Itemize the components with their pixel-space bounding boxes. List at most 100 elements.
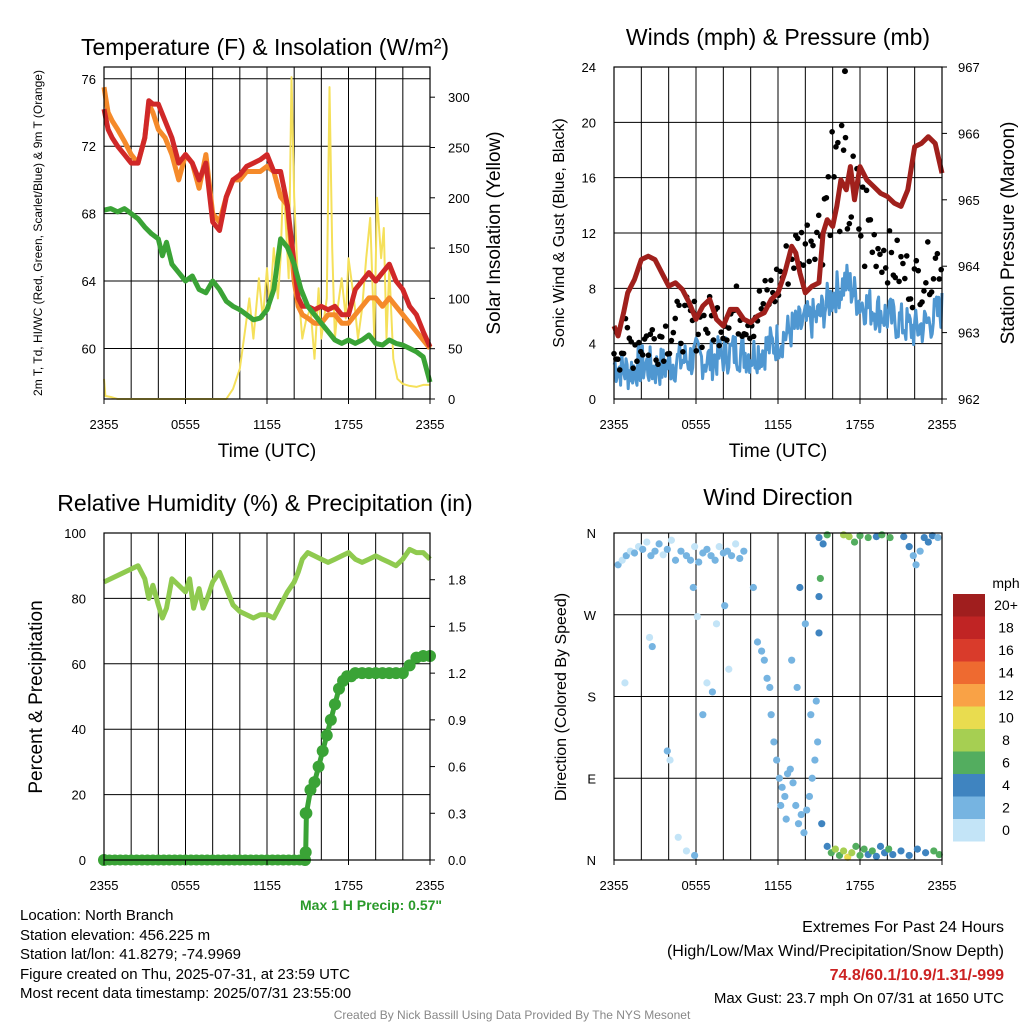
wdir-point <box>934 533 942 542</box>
extremes-values: 74.8/60.1/10.9/1.31/-999 <box>829 967 1004 984</box>
rh-ytick: 40 <box>72 722 86 737</box>
wind-ytick: 16 <box>582 171 596 186</box>
temp-xtick: 1755 <box>334 417 363 432</box>
wdir-point <box>659 551 667 559</box>
wind-gust-point <box>894 237 900 244</box>
wind-gust-point <box>930 276 937 282</box>
temp-ytick-right: 100 <box>448 291 470 306</box>
wind-ytick: 8 <box>589 281 596 296</box>
wdir-point <box>823 531 831 539</box>
wdir-colorbar-tick: 18 <box>998 620 1014 636</box>
wdir-colorbar-tick: 10 <box>998 710 1014 726</box>
wdir-point <box>663 747 671 755</box>
wind-gust-point <box>900 260 906 267</box>
wdir-point <box>814 738 822 746</box>
wdir-point <box>778 783 786 791</box>
wind-gust-point <box>636 339 642 346</box>
temp-ytick-right: 300 <box>448 90 470 105</box>
wdir-point <box>703 545 711 553</box>
wdir-point <box>811 756 819 764</box>
wind-gust-point <box>869 249 876 256</box>
max-precip-label: Max 1 H Precip: 0.57" <box>300 896 442 916</box>
rh-ytick-right: 0.9 <box>448 713 466 728</box>
wind-xlabel: Time (UTC) <box>729 441 828 462</box>
temp-xlabel: Time (UTC) <box>218 441 317 462</box>
wind-gust-point <box>838 122 845 129</box>
wind-gust-point <box>615 356 621 363</box>
wind-ytick: 24 <box>582 60 596 75</box>
wdir-point <box>703 679 711 687</box>
rh-ytick-right: 1.8 <box>448 573 466 588</box>
wdir-xtick: 2355 <box>928 878 957 893</box>
wdir-point <box>686 556 695 564</box>
wdir-xtick: 1155 <box>764 878 792 893</box>
wind-xtick: 1155 <box>764 417 792 432</box>
wind-ytick: 0 <box>589 392 596 407</box>
wdir-point <box>848 849 856 857</box>
wind-xtick: 2355 <box>928 417 957 432</box>
wdir-point <box>663 545 671 553</box>
wdir-point <box>721 602 729 610</box>
wdir-colorbar-tick: 20+ <box>994 597 1018 613</box>
wdir-point <box>913 845 922 853</box>
rh-ytick: 60 <box>72 657 86 672</box>
wind-gust-point <box>798 229 805 236</box>
wdir-point <box>732 540 740 548</box>
wind-gust-point <box>827 232 834 239</box>
wdir-point <box>712 620 721 628</box>
rh-precip-point <box>299 807 312 820</box>
temp-ytick-right: 0 <box>448 392 455 407</box>
wdir-point <box>885 845 893 853</box>
wdir-title: Wind Direction <box>703 484 853 510</box>
wdir-point <box>840 847 848 855</box>
wdir-point <box>812 697 820 705</box>
wdir-point <box>793 683 801 692</box>
wind-ytick: 4 <box>589 337 596 352</box>
wind-gust-point <box>659 334 665 340</box>
wind-gust-point <box>907 296 914 302</box>
wdir-point <box>639 545 647 553</box>
wdir-point <box>749 583 758 592</box>
rh-xtick: 1155 <box>253 878 281 893</box>
wdir-point <box>782 815 790 823</box>
wind-gust-point <box>867 217 874 223</box>
wind-gust-point <box>886 228 893 234</box>
wdir-point <box>715 543 723 551</box>
credit-text: Created By Nick Bassill Using Data Provi… <box>333 1008 691 1022</box>
max-precip-text: Max 1 H Precip: 0.57" <box>300 897 443 913</box>
temp-series-3 <box>103 206 433 383</box>
wind-ylabel: Sonic Wind & Gust (Blue, Black) <box>551 118 568 347</box>
wind-gust-point <box>882 265 889 271</box>
rh-precip-point <box>308 776 321 789</box>
temp-title: Temperature (F) & Insolation (W/m²) <box>81 34 449 60</box>
station-location: Location: North Branch <box>20 907 174 924</box>
wind-gust-point <box>936 276 943 282</box>
wind-gust-point <box>858 233 864 239</box>
rh-grid <box>103 533 431 860</box>
wind-gust-point <box>649 326 656 333</box>
wind-gust-point <box>662 323 669 329</box>
wdir-point <box>777 801 785 810</box>
wdir-colorbar-tick: 16 <box>998 642 1014 658</box>
rh-rh-line <box>102 546 432 621</box>
wind-gust-point <box>716 342 723 349</box>
wind-gust-point <box>668 337 675 344</box>
wind-ytick-right: 964 <box>958 259 980 274</box>
wdir-point <box>823 842 831 850</box>
temp-xtick: 0555 <box>171 417 200 432</box>
wdir-ytick: W <box>584 608 597 623</box>
rh-ytick-right: 0.3 <box>448 806 466 821</box>
wdir-points <box>614 531 943 861</box>
wind-gust-point <box>762 277 768 284</box>
wind-gust-point <box>645 352 652 359</box>
wdir-point <box>916 547 924 555</box>
wind-gust-point <box>693 348 700 354</box>
wdir-colorbar-tick: 4 <box>1002 777 1010 793</box>
wind-gust-point <box>756 288 763 294</box>
wind-gust-point <box>913 257 920 264</box>
wind-gust-point <box>653 357 659 363</box>
rh-ytick: 80 <box>72 591 86 606</box>
wdir-point <box>789 779 797 787</box>
wind-gust-point <box>842 134 849 141</box>
wind-gust-point <box>873 263 879 270</box>
